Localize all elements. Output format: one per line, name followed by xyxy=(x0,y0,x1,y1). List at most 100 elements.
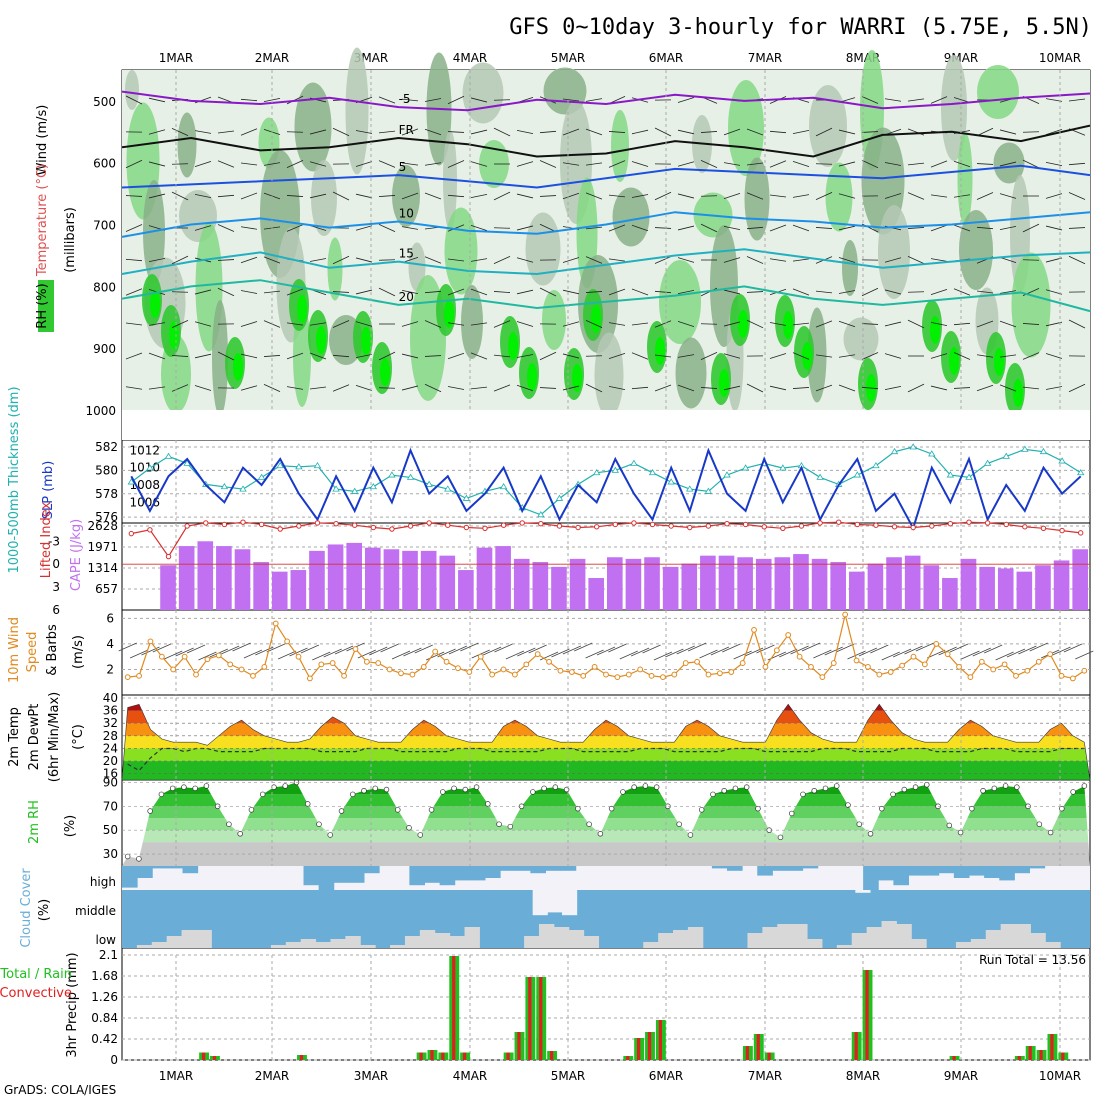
precip-conv-bar xyxy=(299,1055,304,1060)
cloud-low-bar xyxy=(673,930,689,948)
li-point xyxy=(240,519,246,525)
surface-wind-barb xyxy=(266,643,285,653)
wind-speed-point xyxy=(580,672,587,679)
wind-speed-point xyxy=(842,611,849,618)
wind-barb xyxy=(539,223,557,233)
wind-barb xyxy=(240,321,258,327)
cloud-high-bar xyxy=(469,866,486,881)
wind-barb xyxy=(470,193,488,199)
date-label-bottom: 4MAR xyxy=(453,1069,488,1083)
li-point xyxy=(873,522,879,528)
wind-barb xyxy=(125,322,143,326)
surface-wind-barb xyxy=(642,644,661,654)
wind-barb xyxy=(309,129,327,135)
cape-tick: 1971 xyxy=(87,540,118,554)
rh-point xyxy=(608,805,615,812)
thickness-point xyxy=(1076,468,1085,476)
li-point xyxy=(482,525,488,531)
precip-conv-bar xyxy=(430,1050,434,1060)
temperature-label: Temperature (°C) xyxy=(35,164,50,277)
wind-barb xyxy=(217,194,235,198)
cape-bar xyxy=(569,558,586,610)
cloud-low-bar xyxy=(851,933,868,948)
wind-barb xyxy=(332,191,350,201)
precip-tick: 0 xyxy=(110,1053,118,1067)
precip-conv-bar xyxy=(549,1051,554,1060)
rh-saturated-region xyxy=(738,310,748,338)
wind-barb xyxy=(677,97,695,103)
li-point xyxy=(389,526,395,532)
cloud-high-bar xyxy=(787,866,804,871)
surface-wind-barb xyxy=(300,644,320,654)
surface-wind-barb xyxy=(813,649,832,659)
wind-barb xyxy=(240,256,258,264)
rh-saturated-region xyxy=(444,300,454,328)
surface-wind-barb xyxy=(277,650,297,660)
wind-barb xyxy=(1022,323,1040,325)
surface-wind-barb xyxy=(198,651,217,661)
wind-speed-point xyxy=(181,653,188,660)
li-point xyxy=(277,526,283,532)
wind-barb xyxy=(286,288,304,296)
wind-barb xyxy=(1068,255,1086,265)
wind-barb xyxy=(723,353,741,359)
surface-wind-barb xyxy=(596,646,616,656)
minmax-label: (6hr Min/Max) xyxy=(47,692,62,782)
wind-speed-point xyxy=(933,641,940,647)
surface-wind-barb xyxy=(369,646,388,656)
wind-barb xyxy=(562,162,580,166)
dewpoint-line xyxy=(127,747,1085,772)
cloud-low-bar xyxy=(658,933,674,948)
wind-barb xyxy=(723,128,741,136)
surface-wind-barb xyxy=(539,651,559,661)
cloud-low-bar xyxy=(792,924,808,948)
thickness-axis-label: 1000-500mb Thickness (dm) xyxy=(7,386,22,573)
rh-point xyxy=(743,784,750,790)
rh-point xyxy=(1036,821,1043,827)
cape-bar xyxy=(383,549,400,610)
wind-speed-point xyxy=(204,656,211,663)
surface-wind-barb xyxy=(164,650,183,660)
slp-axis-label: SLP (mb) xyxy=(41,461,56,520)
temp-band xyxy=(122,761,1090,780)
cape-bar xyxy=(662,566,679,610)
wind-barb xyxy=(539,387,557,389)
thickness-point xyxy=(164,452,173,459)
rh-region xyxy=(462,62,504,124)
rh-point xyxy=(901,786,908,793)
wind-barb xyxy=(838,384,856,392)
wind-barb xyxy=(539,160,557,168)
wind-barb xyxy=(907,319,925,329)
thickness-point xyxy=(928,450,936,457)
thickness-point xyxy=(295,463,303,470)
wind-barb xyxy=(286,224,304,232)
wind-label: Wind (m/s) xyxy=(35,105,50,176)
precip-conv-bar xyxy=(1061,1052,1065,1060)
cloud-level-high: high xyxy=(90,875,116,889)
rh-point xyxy=(890,791,896,798)
isotherm-line xyxy=(121,211,1091,238)
wind-barb xyxy=(355,193,373,199)
cloud-low-bar xyxy=(866,927,883,948)
wind10-label: 10m Wind xyxy=(7,617,22,683)
wind-speed-point xyxy=(785,632,792,638)
rh-point xyxy=(485,801,491,807)
wind-barb xyxy=(953,322,971,326)
wind-speed-point xyxy=(694,658,701,665)
rh-legend-swatch xyxy=(38,280,54,332)
surface-wind-barb xyxy=(391,650,411,660)
rh-saturated-region xyxy=(930,316,940,344)
wind-barb xyxy=(999,354,1017,358)
wind-speed-point xyxy=(899,662,905,669)
cloud-cover-label: Cloud Cover xyxy=(19,868,34,948)
wind-barb xyxy=(562,257,580,263)
wind-barb xyxy=(585,128,603,136)
wind-speed-point xyxy=(477,653,484,660)
rh-band xyxy=(122,818,1090,831)
cape-bar xyxy=(923,565,940,610)
cape-bar xyxy=(551,566,567,610)
cape-bar xyxy=(830,562,846,610)
wind-barb xyxy=(631,194,649,198)
cloud-high-bar xyxy=(757,866,773,876)
